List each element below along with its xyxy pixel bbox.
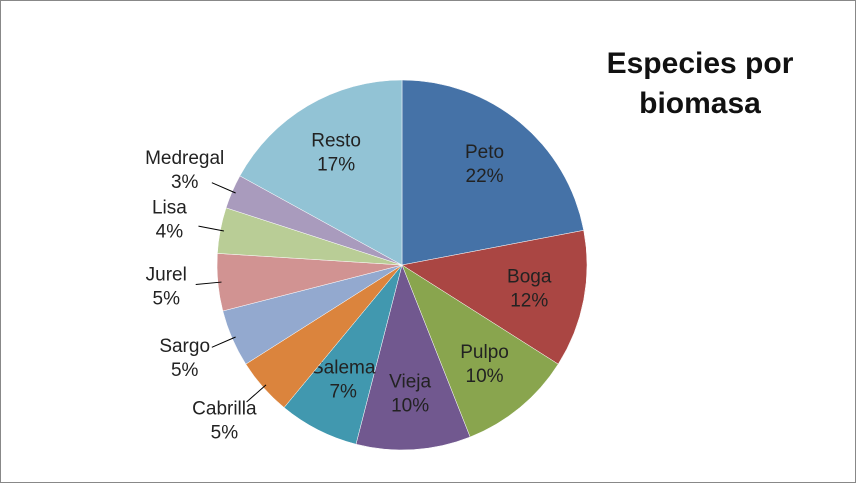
chart-title: Especies por biomasa (606, 47, 794, 120)
slice-label: Sargo (159, 336, 210, 357)
slice-label: Lisa (152, 198, 187, 219)
slice-label: Resto (311, 131, 361, 152)
pie-slice (401, 264, 559, 438)
pie-slice (401, 79, 585, 266)
leader-line (211, 336, 236, 348)
slice-value-label: 17% (317, 155, 355, 176)
slice-label: Cabrilla (192, 399, 257, 420)
slice-value-label: 22% (466, 166, 504, 187)
pie-slice (355, 264, 471, 451)
slice-label: Salema (311, 357, 376, 378)
slice-value-label: 4% (156, 222, 184, 243)
leader-line (211, 182, 236, 194)
slice-value-label: 10% (466, 366, 504, 387)
slice-label: Jurel (146, 264, 187, 285)
slice-value-label: 5% (153, 288, 181, 309)
slice-value-label: 5% (171, 360, 199, 381)
slice-label: Boga (507, 266, 552, 287)
pie-slice (401, 230, 588, 365)
leader-line (195, 281, 222, 285)
slice-value-label: 5% (211, 423, 239, 444)
slice-label: Vieja (389, 371, 431, 392)
leader-line (198, 225, 225, 232)
slice-value-label: 12% (510, 290, 548, 311)
slice-label: Pulpo (460, 342, 509, 363)
slice-label: Peto (465, 142, 504, 163)
pie-slice (239, 79, 403, 266)
slice-value-label: 7% (329, 381, 357, 402)
leader-line (246, 384, 267, 403)
slice-value-label: 10% (391, 395, 429, 416)
slice-label: Medregal (145, 148, 224, 169)
slice-value-label: 3% (171, 172, 199, 193)
